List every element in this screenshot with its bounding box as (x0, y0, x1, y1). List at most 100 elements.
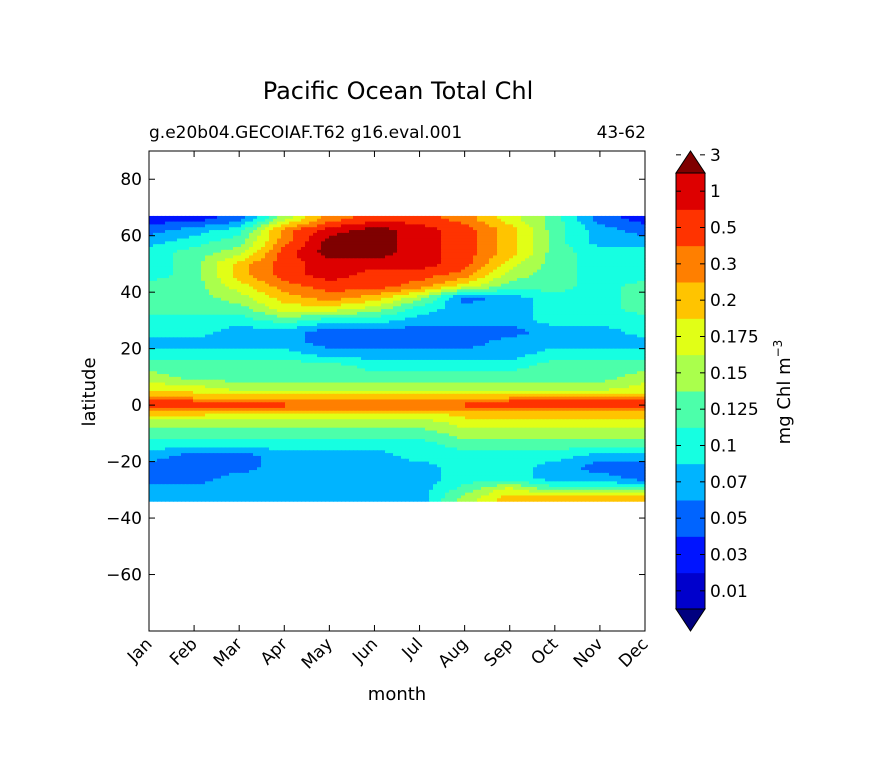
heatmap-cell (217, 221, 222, 226)
heatmap-cell (233, 227, 238, 231)
heatmap-cell (413, 311, 418, 316)
heatmap-cell (261, 272, 266, 276)
heatmap-cell (621, 218, 626, 223)
heatmap-cell (433, 230, 438, 234)
heatmap-cell (353, 272, 358, 276)
heatmap-cell (285, 278, 290, 282)
heatmap-cell (509, 227, 514, 231)
heatmap-cell (197, 252, 202, 257)
heatmap-cell (557, 275, 562, 279)
heatmap-cell (301, 286, 306, 290)
heatmap-cell (257, 306, 262, 310)
heatmap-cell (545, 235, 550, 240)
heatmap-cell (297, 215, 302, 220)
heatmap-cell (153, 215, 158, 220)
heatmap-cell (437, 292, 442, 296)
heatmap-cell (541, 280, 546, 285)
heatmap-cell (513, 309, 518, 313)
heatmap-cell (241, 272, 246, 276)
heatmap-cell (493, 218, 498, 223)
heatmap-cell (529, 300, 534, 305)
heatmap-cell (369, 218, 374, 223)
heatmap-cell (225, 238, 230, 242)
heatmap-cell (281, 232, 286, 237)
heatmap-cell (233, 230, 238, 234)
heatmap-cell (437, 266, 442, 271)
heatmap-cell (177, 326, 182, 330)
heatmap-cell (597, 269, 602, 274)
heatmap-cell (501, 244, 506, 248)
heatmap-cell (401, 258, 406, 262)
heatmap-cell (293, 252, 298, 257)
heatmap-cell (585, 272, 590, 276)
heatmap-cell (557, 218, 562, 223)
heatmap-cell (481, 232, 486, 237)
heatmap-cell (433, 269, 438, 274)
heatmap-cell (205, 306, 210, 310)
heatmap-cell (593, 309, 598, 313)
heatmap-cell (177, 311, 182, 316)
heatmap-cell (333, 230, 338, 234)
heatmap-cell (461, 272, 466, 276)
heatmap-cell (325, 258, 330, 262)
heatmap-cell (185, 311, 190, 316)
heatmap-cell (153, 235, 158, 240)
heatmap-cell (249, 275, 254, 279)
heatmap-cell (209, 221, 214, 226)
heatmap-cell (285, 306, 290, 310)
heatmap-cell (357, 278, 362, 282)
heatmap-cell (201, 286, 206, 290)
heatmap-cell (517, 238, 522, 242)
heatmap-cell (221, 241, 226, 245)
heatmap-cell (409, 218, 414, 223)
heatmap-cell (613, 224, 618, 228)
heatmap-cell (321, 255, 326, 259)
heatmap-cell (553, 232, 558, 237)
heatmap-cell (457, 275, 462, 279)
heatmap-cell (269, 320, 274, 324)
heatmap-cell (589, 230, 594, 234)
heatmap-cell (441, 269, 446, 274)
heatmap-cell (565, 283, 570, 288)
heatmap-cell (253, 314, 258, 319)
heatmap-cell (605, 275, 610, 279)
heatmap-cell (469, 221, 474, 226)
heatmap-cell (325, 297, 330, 302)
heatmap-cell (241, 227, 246, 231)
heatmap-cell (297, 309, 302, 313)
heatmap-cell (221, 230, 226, 234)
heatmap-cell (437, 283, 442, 288)
heatmap-cell (577, 230, 582, 234)
heatmap-cell (317, 309, 322, 313)
heatmap-cell (189, 306, 194, 310)
heatmap-cell (573, 269, 578, 274)
heatmap-cell (565, 238, 570, 242)
heatmap-cell (605, 221, 610, 226)
heatmap-cell (621, 278, 626, 282)
heatmap-cell (633, 266, 638, 271)
heatmap-cell (361, 227, 366, 231)
heatmap-cell (497, 311, 502, 316)
heatmap-cell (417, 311, 422, 316)
heatmap-cell (405, 269, 410, 274)
heatmap-cell (441, 244, 446, 248)
heatmap-cell (429, 218, 434, 223)
heatmap-cell (209, 295, 214, 299)
heatmap-cell (529, 286, 534, 290)
heatmap-cell (541, 263, 546, 268)
heatmap-cell (301, 283, 306, 288)
heatmap-cell (225, 235, 230, 240)
heatmap-cell (213, 278, 218, 282)
heatmap-cell (345, 241, 350, 245)
heatmap-cell (573, 238, 578, 242)
heatmap-cell (349, 215, 354, 220)
heatmap-cell (153, 303, 158, 307)
heatmap-cell (617, 249, 622, 254)
heatmap-cell (333, 235, 338, 240)
heatmap-cell (437, 235, 442, 240)
heatmap-cell (201, 232, 206, 237)
heatmap-cell (525, 247, 530, 251)
heatmap-cell (369, 232, 374, 237)
heatmap-cell (609, 241, 614, 245)
heatmap-cell (345, 215, 350, 220)
